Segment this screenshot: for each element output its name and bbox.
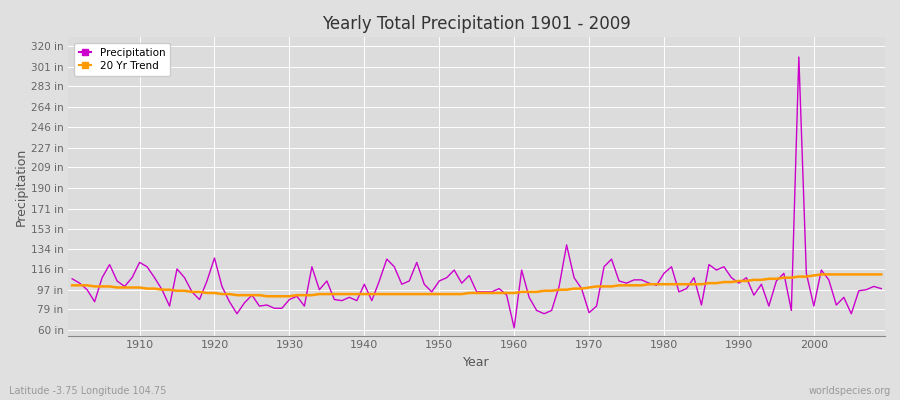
Title: Yearly Total Precipitation 1901 - 2009: Yearly Total Precipitation 1901 - 2009	[322, 15, 631, 33]
20 Yr Trend	[344, 292, 355, 296]
Precipitation	[876, 286, 886, 291]
Precipitation	[517, 268, 527, 272]
Precipitation	[67, 276, 77, 281]
20 Yr Trend	[262, 294, 273, 299]
X-axis label: Year: Year	[464, 356, 490, 369]
20 Yr Trend	[876, 272, 886, 277]
Text: worldspecies.org: worldspecies.org	[809, 386, 891, 396]
Precipitation	[337, 298, 347, 303]
20 Yr Trend	[127, 285, 138, 290]
Precipitation	[794, 54, 805, 59]
Precipitation	[508, 326, 519, 330]
20 Yr Trend	[299, 293, 310, 298]
20 Yr Trend	[816, 272, 827, 277]
20 Yr Trend	[517, 290, 527, 294]
Line: Precipitation: Precipitation	[72, 57, 881, 328]
20 Yr Trend	[606, 284, 616, 289]
Legend: Precipitation, 20 Yr Trend: Precipitation, 20 Yr Trend	[74, 42, 170, 76]
Precipitation	[606, 257, 616, 262]
20 Yr Trend	[67, 283, 77, 288]
Precipitation	[127, 275, 138, 280]
Precipitation	[292, 294, 302, 299]
Y-axis label: Precipitation: Precipitation	[15, 147, 28, 226]
20 Yr Trend	[508, 290, 519, 295]
Line: 20 Yr Trend: 20 Yr Trend	[72, 274, 881, 296]
Precipitation	[501, 293, 512, 298]
Text: Latitude -3.75 Longitude 104.75: Latitude -3.75 Longitude 104.75	[9, 386, 166, 396]
